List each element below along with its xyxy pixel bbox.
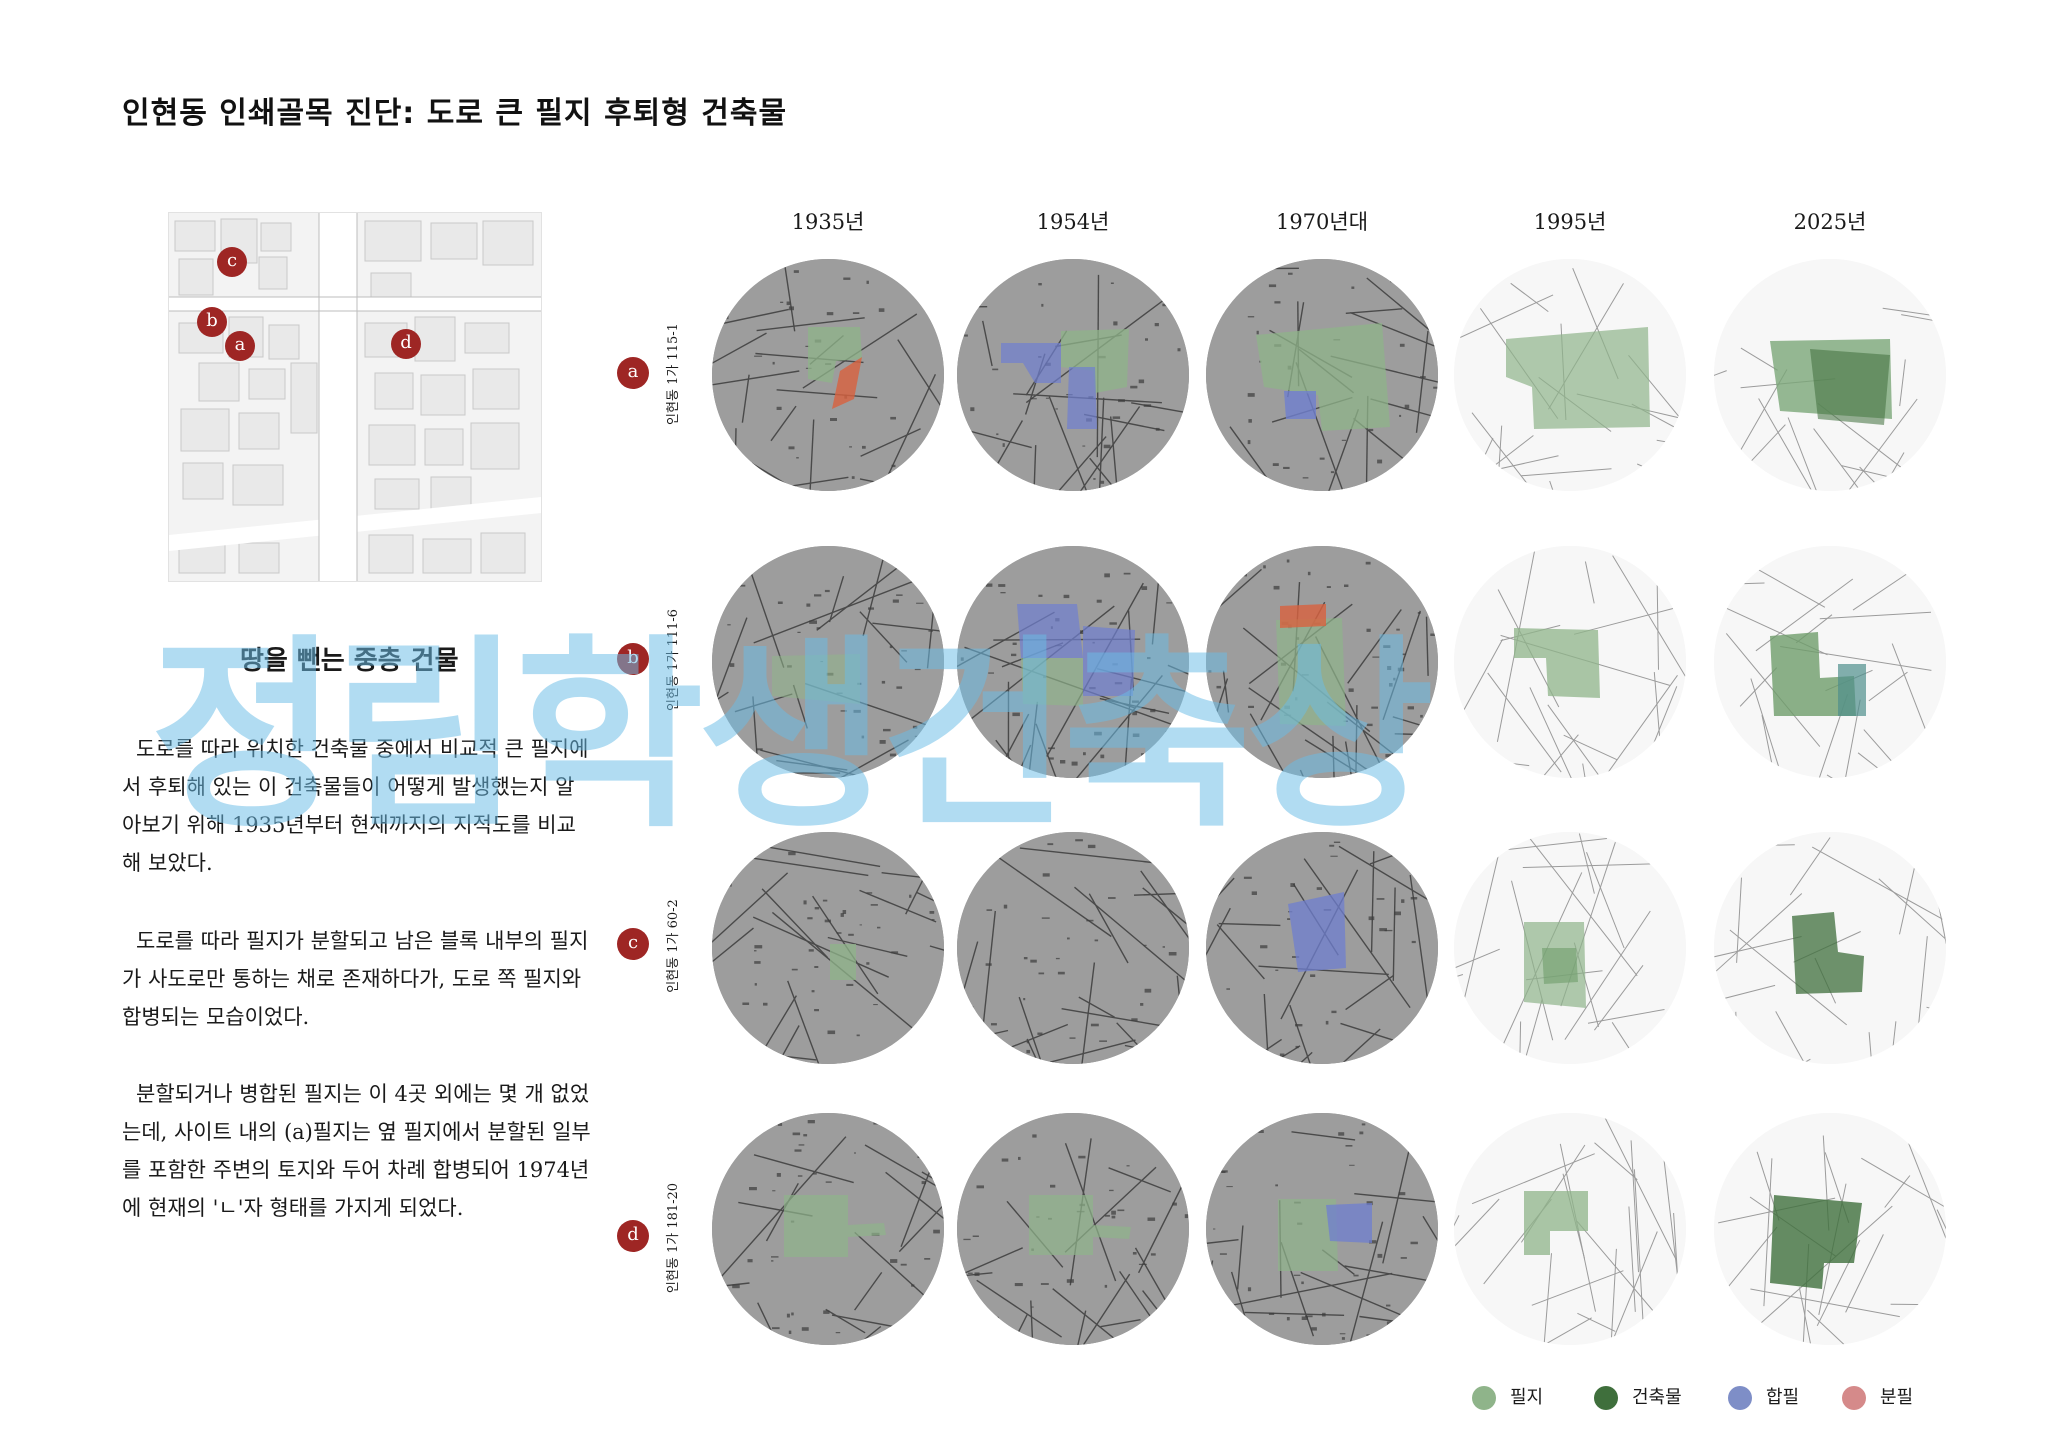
map-drawing (1206, 546, 1438, 778)
row-address-d: 인현동 1가 181-20 (666, 1182, 681, 1294)
map-drawing (1454, 259, 1686, 491)
row-address-c: 인현동 1가 60-2 (666, 899, 681, 993)
cadastral-map-c-3 (1206, 832, 1438, 1064)
legend-swatch (1842, 1386, 1866, 1410)
map-drawing (712, 546, 944, 778)
cadastral-map-c-2 (957, 832, 1189, 1064)
year-label-1995: 1995년 (1533, 210, 1607, 234)
key-map-marker-a: a (225, 331, 255, 361)
map-drawing (712, 1113, 944, 1345)
legend-label: 합필 (1766, 1387, 1800, 1408)
cadastral-map-d-4 (1454, 1113, 1686, 1345)
cadastral-map-d-3 (1206, 1113, 1438, 1345)
key-map-marker-c: c (217, 247, 247, 277)
map-drawing (957, 546, 1189, 778)
cadastral-map-a-1 (712, 259, 944, 491)
map-drawing (712, 259, 944, 491)
map-drawing (957, 1113, 1189, 1345)
row-marker-b: b (617, 643, 649, 675)
body-paragraph: 도로를 따라 필지가 분할되고 남은 블록 내부의 필지가 사도로만 통하는 채… (122, 929, 589, 1029)
key-map-drawing (169, 213, 541, 581)
cadastral-map-b-4 (1454, 546, 1686, 778)
row-marker-d: d (617, 1220, 649, 1252)
map-drawing (1206, 1113, 1438, 1345)
year-label-2025: 2025년 (1793, 210, 1867, 234)
cadastral-map-a-3 (1206, 259, 1438, 491)
row-address-b: 인현동 1가 111-6 (666, 609, 681, 711)
map-drawing (957, 259, 1189, 491)
cadastral-map-a-5 (1714, 259, 1946, 491)
cadastral-map-d-1 (712, 1113, 944, 1345)
legend-label: 분필 (1880, 1387, 1914, 1408)
row-marker-c: c (617, 928, 649, 960)
map-drawing (1714, 259, 1946, 491)
page-title: 인현동 인쇄골목 진단: 도로 큰 필지 후퇴형 건축물 (122, 96, 788, 131)
legend-swatch (1594, 1386, 1618, 1410)
map-drawing (712, 832, 944, 1064)
map-drawing (1714, 832, 1946, 1064)
map-drawing (1454, 1113, 1686, 1345)
legend-swatch (1728, 1386, 1752, 1410)
map-drawing (1714, 1113, 1946, 1345)
legend-label: 건축물 (1632, 1387, 1682, 1408)
year-label-1954: 1954년 (1036, 210, 1110, 234)
cadastral-map-a-4 (1454, 259, 1686, 491)
key-map-marker-d: d (391, 329, 421, 359)
cadastral-map-c-4 (1454, 832, 1686, 1064)
cadastral-map-b-3 (1206, 546, 1438, 778)
cadastral-map-b-2 (957, 546, 1189, 778)
key-map-marker-b: b (197, 307, 227, 337)
cadastral-map-c-5 (1714, 832, 1946, 1064)
map-drawing (1206, 832, 1438, 1064)
cadastral-map-c-1 (712, 832, 944, 1064)
legend-label: 필지 (1510, 1387, 1544, 1408)
map-drawing (1206, 259, 1438, 491)
year-label-1970s: 1970년대 (1275, 210, 1369, 234)
legend: 필지 건축물 합필 분필 (1472, 1384, 1942, 1414)
cadastral-map-d-5 (1714, 1113, 1946, 1345)
row-marker-a: a (617, 357, 649, 389)
cadastral-map-d-2 (957, 1113, 1189, 1345)
row-address-a: 인현동 1가 115-1 (666, 323, 681, 425)
map-drawing (1454, 546, 1686, 778)
section-heading: 땅을 뺀는 중층 건물 (240, 646, 459, 676)
year-label-1935: 1935년 (791, 210, 865, 234)
map-drawing (957, 832, 1189, 1064)
body-paragraph: 분할되거나 병합된 필지는 이 4곳 외에는 몇 개 없었는데, 사이트 내의 … (122, 1082, 591, 1220)
legend-swatch (1472, 1386, 1496, 1410)
body-paragraph: 도로를 따라 위치한 건축물 중에서 비교적 큰 필지에서 후퇴해 있는 이 건… (122, 737, 589, 875)
cadastral-map-b-1 (712, 546, 944, 778)
map-drawing (1454, 832, 1686, 1064)
cadastral-map-a-2 (957, 259, 1189, 491)
map-drawing (1714, 546, 1946, 778)
key-map: c b a d (168, 212, 542, 582)
cadastral-map-b-5 (1714, 546, 1946, 778)
